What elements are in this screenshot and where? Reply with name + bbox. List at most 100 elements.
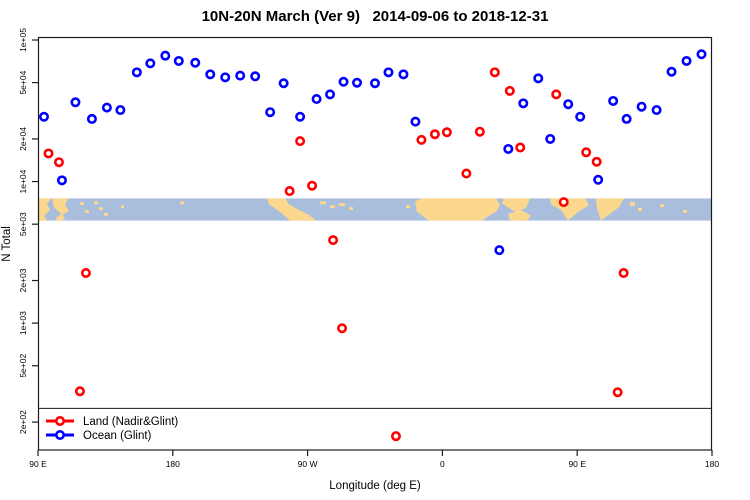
data-point-ocean	[70, 97, 81, 108]
y-tick-label: 2e+03	[18, 268, 28, 292]
map-land-shape	[349, 207, 353, 210]
data-point-land	[328, 235, 339, 246]
data-point-land	[441, 127, 452, 138]
y-tick-label: 5e+02	[18, 354, 28, 378]
map-land-shape	[52, 198, 69, 215]
map-land-shape	[80, 202, 84, 206]
data-point-ocean	[265, 107, 276, 118]
y-tick-label: 5e+03	[18, 212, 28, 236]
data-point-land	[489, 67, 500, 78]
data-point-ocean	[545, 133, 556, 144]
map-land-shape	[38, 198, 51, 221]
y-tick-label: 2e+04	[18, 127, 28, 151]
data-point-ocean	[352, 77, 363, 88]
data-point-ocean	[338, 76, 349, 87]
data-point-land	[515, 142, 526, 153]
legend-markers	[46, 415, 74, 440]
x-tick-label: 0	[440, 459, 445, 469]
map-land-shape	[85, 209, 89, 213]
y-axis-title: N Total	[1, 226, 13, 262]
data-point-ocean	[86, 113, 97, 124]
data-point-ocean	[38, 111, 49, 122]
data-points	[38, 49, 707, 442]
data-point-ocean	[518, 98, 529, 109]
y-tick-label: 1e+03	[18, 311, 28, 335]
map-land-shape	[94, 201, 98, 205]
data-point-ocean	[160, 50, 171, 61]
data-point-ocean	[56, 175, 67, 186]
x-tick-label: 90 E	[29, 459, 47, 469]
y-axis: 1e+05 5e+04 2e+04 1e+04 5e+03 2e+03 1e+03 5e+02…	[18, 28, 38, 434]
legend-marker-land	[54, 415, 65, 426]
data-point-ocean	[575, 111, 586, 122]
data-point-ocean	[593, 174, 604, 185]
data-point-land	[429, 129, 440, 140]
data-point-land	[581, 147, 592, 158]
y-tick-label: 1e+05	[18, 28, 28, 52]
map-land-shape	[339, 203, 345, 207]
x-tick-label: 180	[166, 459, 180, 469]
data-point-ocean	[563, 99, 574, 110]
data-point-ocean	[666, 66, 677, 77]
map-land-shape	[180, 201, 184, 205]
data-point-ocean	[173, 55, 184, 66]
data-point-land	[284, 186, 295, 197]
data-point-land	[307, 180, 318, 191]
x-axis-title: Longitude (deg E)	[329, 480, 421, 492]
map-land-shape	[596, 198, 624, 221]
data-point-ocean	[621, 113, 632, 124]
data-point-ocean	[295, 111, 306, 122]
map-land-shape	[267, 198, 316, 221]
data-point-ocean	[235, 70, 246, 81]
x-axis: 90 E 180 90 W 0 90 E 180	[29, 450, 719, 469]
data-point-land	[461, 168, 472, 179]
legend: Land (Nadir&Glint) Ocean (Glint)	[46, 415, 178, 442]
map-land-shape	[99, 207, 103, 210]
data-point-land	[416, 134, 427, 145]
data-point-ocean	[131, 67, 142, 78]
map-land-shape	[330, 205, 335, 209]
data-point-land	[295, 136, 306, 147]
data-point-ocean	[278, 78, 289, 89]
data-point-ocean	[681, 55, 692, 66]
data-point-land	[504, 85, 515, 96]
data-point-ocean	[145, 58, 156, 69]
map-land-shape	[630, 202, 635, 207]
data-point-ocean	[696, 49, 707, 60]
map-land-shape	[660, 204, 664, 208]
map-band	[38, 198, 712, 221]
data-point-ocean	[410, 116, 421, 127]
data-point-land	[53, 157, 64, 168]
data-point-ocean	[494, 245, 505, 256]
legend-marker-ocean	[54, 429, 65, 440]
data-point-land	[390, 431, 401, 442]
x-tick-label: 180	[705, 459, 719, 469]
data-point-ocean	[325, 89, 336, 100]
data-point-land	[558, 197, 569, 208]
chart-title: 10N-20N March (Ver 9) 2014-09-06 to 2018…	[201, 8, 549, 25]
map-land-shape	[121, 205, 124, 209]
data-point-ocean	[115, 105, 126, 116]
y-tick-label: 1e+04	[18, 169, 28, 193]
data-point-land	[474, 126, 485, 137]
legend-label-ocean: Ocean (Glint)	[83, 430, 152, 442]
data-point-ocean	[190, 57, 201, 68]
map-land-shape	[406, 205, 410, 209]
map-land-shape	[56, 213, 65, 221]
map-land-shape	[508, 209, 531, 221]
map-land-shape	[104, 212, 108, 216]
map-land-shape	[638, 208, 642, 211]
data-point-ocean	[533, 73, 544, 84]
x-tick-label: 90 W	[298, 459, 318, 469]
data-point-ocean	[220, 72, 231, 83]
data-point-ocean	[101, 102, 112, 113]
data-point-ocean	[383, 67, 394, 78]
data-point-land	[74, 386, 85, 397]
map-land-shape	[683, 209, 687, 213]
data-point-ocean	[398, 69, 409, 80]
legend-label-land: Land (Nadir&Glint)	[83, 416, 178, 428]
data-point-land	[618, 268, 629, 279]
data-point-ocean	[651, 105, 662, 116]
